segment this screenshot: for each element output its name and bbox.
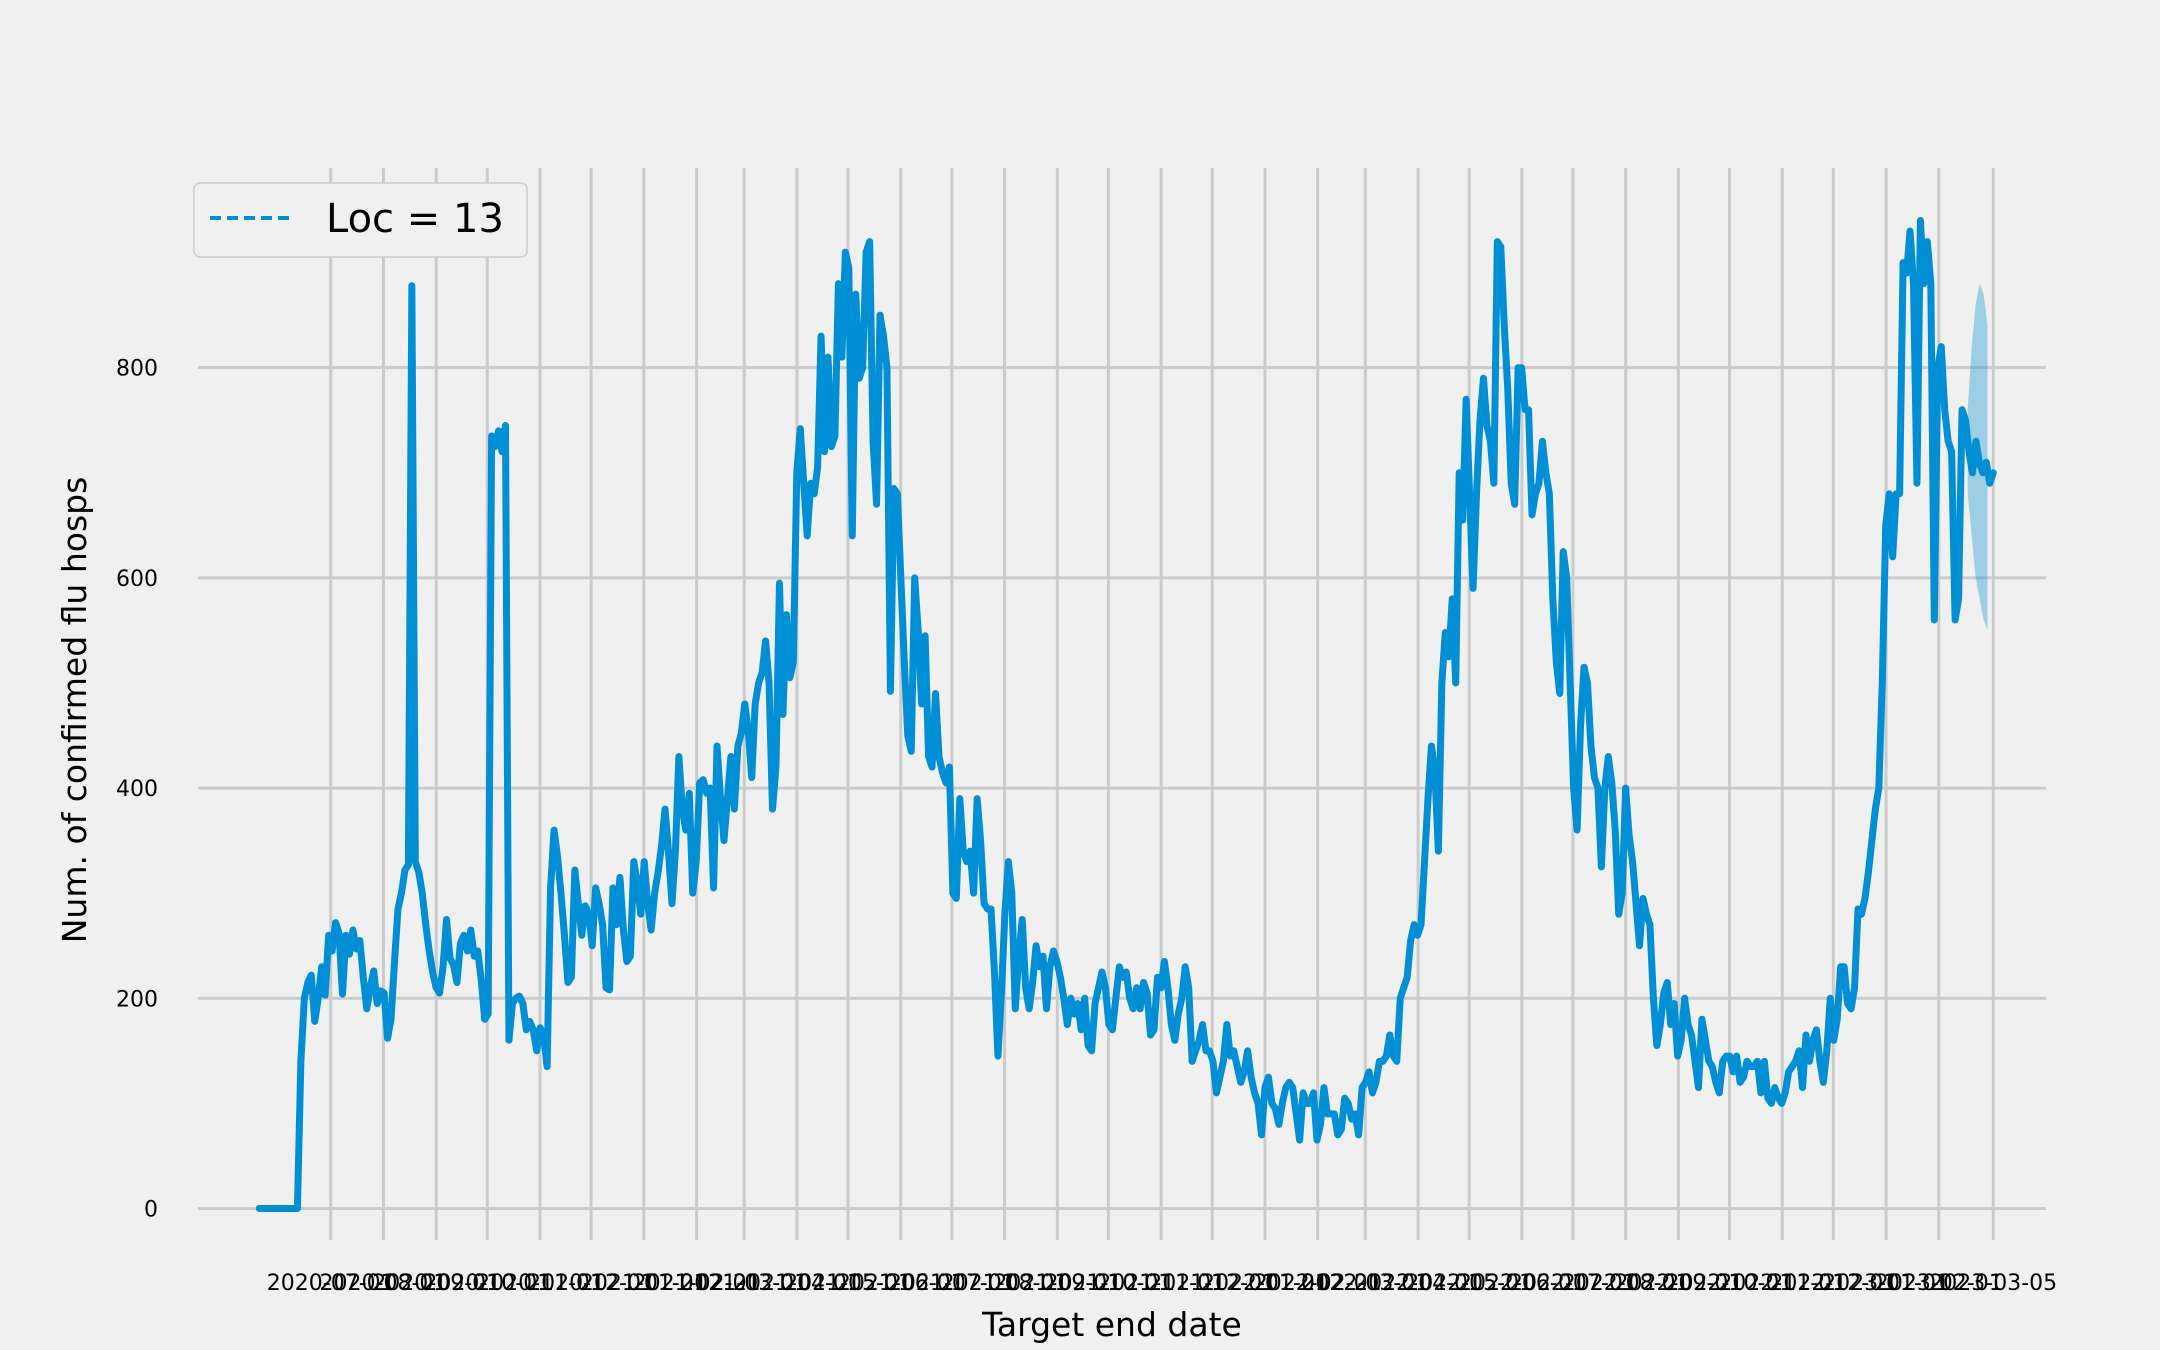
- y-tick-label: 200: [116, 987, 158, 1012]
- x-tick-label: 2021-04-01: [733, 1271, 861, 1296]
- x-tick-label: 2022-03-01: [1301, 1271, 1429, 1296]
- legend-label: Loc = 13: [326, 196, 504, 242]
- x-tick-label: 2020-07-01: [267, 1271, 395, 1296]
- y-tick-label: 600: [116, 567, 158, 592]
- x-tick-label: 2022-08-01: [1562, 1271, 1690, 1296]
- x-tick-label: 2023-02-01: [1875, 1271, 2003, 1296]
- x-tick-label: 2021-07-01: [888, 1271, 1016, 1296]
- x-tick-label: 2020-12-01: [527, 1271, 655, 1296]
- legend-box: [193, 182, 528, 258]
- series-line: [255, 217, 1997, 1212]
- x-tick-label: 2022-02-01: [1254, 1271, 1382, 1296]
- x-tick-label: 2020-08-01: [320, 1271, 448, 1296]
- x-tick-label: 2023-01-01: [1822, 1271, 1950, 1296]
- x-tick-label: 2021-05-01: [784, 1271, 912, 1296]
- series-layer: [255, 217, 1997, 1212]
- x-axis-label: Target end date: [981, 1305, 1242, 1344]
- x-tick-label: 2021-09-01: [993, 1271, 1121, 1296]
- x-tick-label: 2021-11-01: [1097, 1271, 1225, 1296]
- x-tick-label: 2021-03-01: [680, 1271, 808, 1296]
- x-tick-label: 2022-11-01: [1718, 1271, 1846, 1296]
- x-tick-label: 2021-08-01: [941, 1271, 1069, 1296]
- x-tick-label: 2023-03-05: [1929, 1271, 2057, 1296]
- x-tick-label: 2022-05-01: [1405, 1271, 1533, 1296]
- x-tick-label: 2021-06-01: [837, 1271, 965, 1296]
- x-tick-label: 2020-09-01: [372, 1271, 500, 1296]
- y-tick-labels: 0 200 400 600 800: [116, 357, 158, 1223]
- x-tick-label: 2021-02-01: [633, 1271, 761, 1296]
- x-tick-labels: 2020-07-012020-08-012020-09-012020-10-01…: [267, 1271, 2057, 1296]
- x-tick-label: 2022-12-01: [1769, 1271, 1897, 1296]
- x-gridlines: [329, 168, 1995, 1240]
- x-tick-label: 2022-07-01: [1509, 1271, 1637, 1296]
- legend: Loc = 13: [193, 182, 528, 258]
- x-tick-label: 2022-04-01: [1354, 1271, 1482, 1296]
- x-tick-label: 2022-01-01: [1201, 1271, 1329, 1296]
- x-tick-label: 2020-10-01: [423, 1271, 551, 1296]
- x-tick-label: 2022-09-01: [1615, 1271, 1743, 1296]
- x-tick-label: 2021-10-01: [1044, 1271, 1172, 1296]
- x-tick-label: 2020-11-01: [476, 1271, 604, 1296]
- y-axis-label: Num. of confirmed flu hosps: [55, 477, 94, 944]
- x-tick-label: 2021-01-01: [580, 1271, 708, 1296]
- y-tick-label: 800: [116, 357, 158, 382]
- y-tick-label: 0: [144, 1197, 158, 1222]
- x-tick-label: 2021-12-01: [1148, 1271, 1276, 1296]
- x-tick-label: 2022-10-01: [1666, 1271, 1794, 1296]
- x-tick-label: 2022-06-01: [1458, 1271, 1586, 1296]
- forecast-median-line: [1966, 450, 1990, 480]
- y-tick-label: 400: [116, 777, 158, 802]
